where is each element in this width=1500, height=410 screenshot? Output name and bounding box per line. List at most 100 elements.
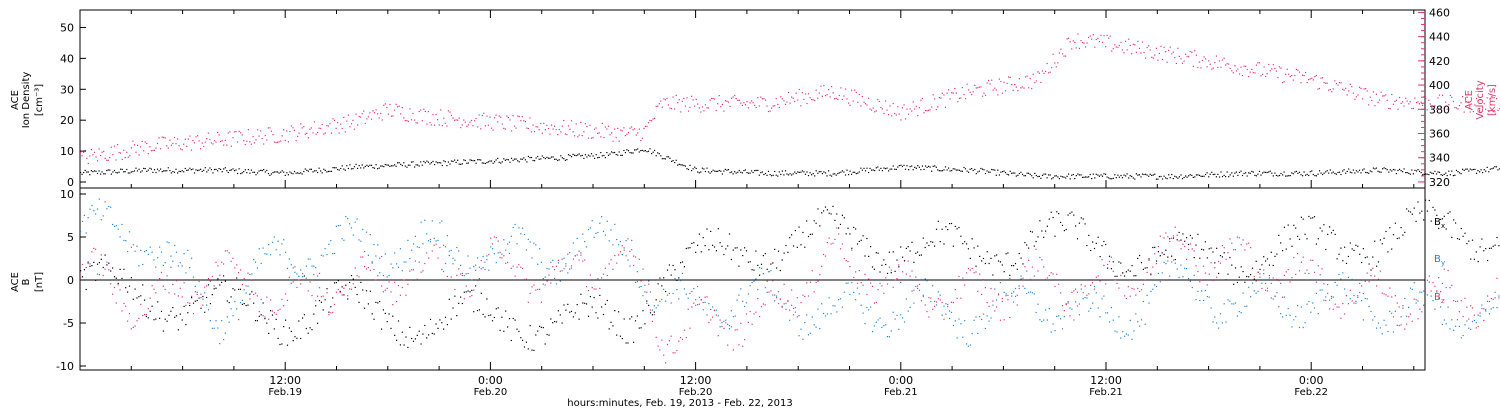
b-point <box>145 250 147 252</box>
b-point <box>949 310 951 312</box>
b-point <box>1293 257 1295 259</box>
b-point <box>900 314 902 316</box>
b-point <box>345 284 347 286</box>
b-point <box>454 288 456 291</box>
top-point <box>461 163 463 165</box>
top-point <box>787 91 790 94</box>
b-point <box>1423 290 1425 292</box>
b-point <box>678 277 680 279</box>
top-point <box>771 107 773 109</box>
top-point <box>177 172 179 174</box>
b-point <box>774 248 776 250</box>
top-point <box>409 108 411 110</box>
b-point <box>943 318 945 320</box>
top-point <box>880 106 882 109</box>
b-point <box>1479 315 1481 317</box>
top-point <box>1120 174 1122 177</box>
b-point <box>1447 269 1449 272</box>
b-point <box>456 315 458 317</box>
top-point <box>252 136 254 138</box>
top-point <box>197 169 199 172</box>
b-point <box>728 233 731 235</box>
b-point <box>977 332 979 334</box>
top-point <box>206 138 208 140</box>
top-point <box>135 151 137 153</box>
top-point <box>277 171 279 173</box>
b-point <box>1372 256 1374 258</box>
top-point <box>477 159 479 161</box>
b-point <box>362 289 364 291</box>
b-point <box>416 278 418 280</box>
b-point <box>697 285 699 288</box>
top-point <box>156 168 159 170</box>
top-point <box>1479 110 1481 112</box>
top-point <box>530 156 533 159</box>
b-point <box>764 253 766 255</box>
b-point <box>1037 270 1039 272</box>
top-point <box>1255 175 1257 177</box>
top-point <box>1245 172 1247 174</box>
b-point <box>979 316 981 318</box>
top-point <box>709 99 711 101</box>
b-point <box>537 288 539 290</box>
b-point <box>561 258 563 260</box>
b-point <box>593 236 595 238</box>
top-point <box>738 169 740 172</box>
b-point <box>254 292 257 294</box>
b-point <box>520 266 522 268</box>
top-point <box>1495 166 1498 168</box>
b-point <box>1498 297 1500 299</box>
b-point <box>1233 249 1235 251</box>
top-point <box>440 109 442 111</box>
top-point <box>1180 58 1182 60</box>
top-point <box>1434 105 1436 107</box>
b-point <box>179 313 181 315</box>
top-point <box>700 171 702 173</box>
b-point <box>1336 306 1338 308</box>
b-point <box>1250 274 1252 276</box>
b-point <box>666 343 669 346</box>
top-point <box>791 174 793 176</box>
b-point <box>792 245 795 247</box>
b-point <box>1033 293 1035 295</box>
top-point <box>1112 177 1114 179</box>
top-point <box>1081 176 1084 178</box>
b-point <box>185 304 187 306</box>
b-point <box>271 241 274 243</box>
b-point <box>665 290 667 293</box>
b-point <box>578 318 580 320</box>
top-point <box>136 144 139 146</box>
b-point <box>789 319 791 321</box>
b-point <box>1272 264 1274 267</box>
top-point <box>480 128 482 130</box>
b-point <box>1283 296 1285 298</box>
top-point <box>472 160 474 162</box>
b-point <box>1473 258 1475 260</box>
top-point <box>1234 172 1236 174</box>
top-point <box>1297 69 1299 71</box>
b-point <box>548 268 550 270</box>
top-point <box>663 98 665 100</box>
top-point <box>640 150 642 152</box>
b-point <box>1041 230 1043 232</box>
b-point <box>525 278 527 280</box>
b-point <box>437 257 439 259</box>
b-point <box>416 334 418 336</box>
b-point <box>275 318 277 320</box>
top-point <box>828 89 830 91</box>
top-point <box>1220 171 1222 173</box>
top-point <box>149 146 151 148</box>
b-point <box>87 262 89 265</box>
top-point <box>595 127 597 129</box>
b-point <box>755 311 757 313</box>
b-point <box>1498 295 1500 297</box>
top-point <box>972 91 974 93</box>
b-point <box>343 287 345 289</box>
b-point <box>941 301 943 304</box>
b-point <box>429 238 432 240</box>
top-point <box>221 171 223 173</box>
top-point <box>269 174 271 176</box>
top-point <box>631 126 633 128</box>
b-point <box>1253 278 1255 280</box>
b-point <box>706 296 708 298</box>
